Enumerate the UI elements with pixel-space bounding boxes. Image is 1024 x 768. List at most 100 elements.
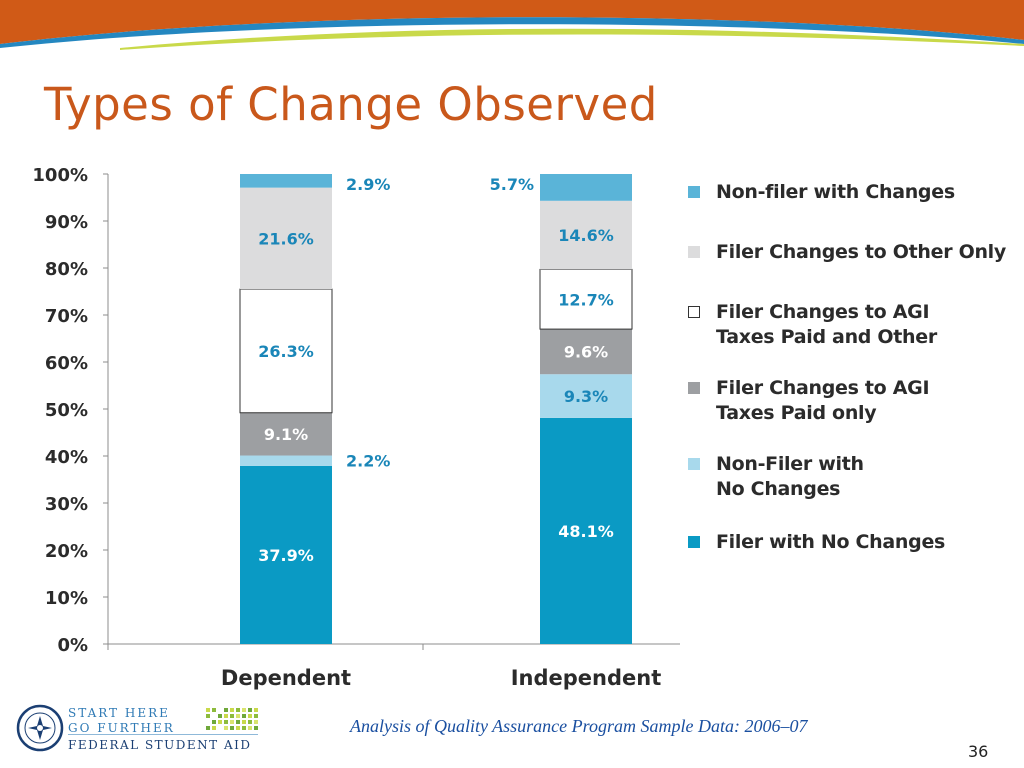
logo-dot: [254, 720, 258, 724]
bar-segment: [540, 174, 632, 201]
y-tick-label: 50%: [45, 400, 88, 421]
logo-dot: [236, 726, 240, 730]
logo-dot: [242, 720, 246, 724]
logo-dot: [230, 726, 234, 730]
x-category-label: Dependent: [221, 666, 351, 690]
logo-dot: [254, 714, 258, 718]
legend-swatch: [688, 186, 700, 198]
logo-dot: [212, 708, 216, 712]
bar-data-label: 2.2%: [346, 452, 390, 471]
logo-dot: [218, 714, 222, 718]
header-band: [0, 0, 1024, 50]
legend-label: Filer with No Changes: [716, 531, 946, 553]
logo-dot: [248, 726, 252, 730]
bar-segment: [539, 268, 633, 330]
legend-item: Non-Filer with No Changes: [688, 452, 864, 502]
logo-dot: [248, 720, 252, 724]
logo-dot: [254, 726, 258, 730]
y-tick-label: 20%: [45, 541, 88, 562]
logo-dot: [206, 708, 210, 712]
legend-item: Filer with No Changes: [688, 530, 945, 555]
bar-data-label: 48.1%: [558, 522, 614, 541]
legend-item: Non-filer with Changes: [688, 180, 955, 205]
logo-dot: [212, 726, 216, 730]
y-axis: 0% 10% 20% 30% 40% 50% 60% 70% 80% 90% 100%: [32, 165, 109, 656]
legend-label: Filer Changes to AGI Taxes Paid only: [716, 377, 930, 424]
logo-dot: [218, 720, 222, 724]
bar-data-label: 14.6%: [558, 226, 614, 245]
logo-dot: [236, 720, 240, 724]
bar-data-label: 9.3%: [564, 387, 608, 406]
legend-swatch: [688, 382, 700, 394]
logo-wordmark: FEDERAL STUDENT AID: [68, 738, 252, 752]
department-seal-icon: [16, 704, 64, 752]
bar-segment: [540, 417, 632, 644]
logo-tagline-go-further: GO FURTHER: [68, 721, 175, 735]
legend-item: Filer Changes to Other Only: [688, 240, 1006, 265]
x-category-label: Independent: [511, 666, 662, 690]
slide-title: Types of Change Observed: [44, 78, 658, 131]
logo-dot: [230, 720, 234, 724]
legend-label: Filer Changes to Other Only: [716, 241, 1006, 263]
bar-segment: [540, 200, 632, 270]
bar-data-label: 26.3%: [258, 342, 314, 361]
logo-dot: [242, 714, 246, 718]
bar-data-label: 5.7%: [490, 175, 534, 194]
y-tick-label: 80%: [45, 259, 88, 280]
bar-stacks: 37.9% 2.2% 9.1% 26.3% 21.6% 2.9% 48.1% 9.3% 9.6%…: [239, 174, 633, 644]
logo-dot: [236, 708, 240, 712]
logo-dot: [254, 708, 258, 712]
legend-item: Filer Changes to AGI Taxes Paid and Othe…: [688, 300, 937, 350]
logo-dot: [236, 714, 240, 718]
y-tick-label: 70%: [45, 306, 88, 327]
bar-segment: [240, 187, 332, 290]
bar-segment: [240, 455, 332, 466]
y-tick-label: 100%: [32, 165, 88, 186]
bar-segment: [240, 465, 332, 644]
y-tick-label: 40%: [45, 447, 88, 468]
logo-dot: [206, 726, 210, 730]
legend-swatch: [688, 458, 700, 470]
bar-segment: [540, 374, 632, 418]
stacked-bar-chart: 0% 10% 20% 30% 40% 50% 60% 70% 80% 90% 100% Depend…: [32, 165, 680, 690]
logo-dot: [248, 714, 252, 718]
logo-dot: [224, 726, 228, 730]
logo-dot: [224, 708, 228, 712]
y-tick-label: 90%: [45, 212, 88, 233]
source-note: Analysis of Quality Assurance Program Sa…: [350, 716, 808, 736]
logo-dot: [242, 726, 246, 730]
logo-dot: [224, 714, 228, 718]
slide-number: 36: [968, 742, 989, 761]
y-tick-label: 0%: [57, 635, 88, 656]
logo-tagline-start-here: START HERE: [68, 706, 170, 720]
bar-segment: [540, 329, 632, 375]
x-axis: Dependent Independent: [107, 643, 680, 690]
logo-dot-pattern: [206, 708, 258, 730]
logo-dot: [230, 714, 234, 718]
y-tick-label: 30%: [45, 494, 88, 515]
federal-student-aid-logo: START HERE GO FURTHER FEDERAL STUDENT AI…: [16, 704, 266, 756]
legend-label: Non-Filer with No Changes: [716, 453, 864, 500]
legend-swatch: [688, 246, 700, 258]
bar-segment: [239, 288, 333, 414]
bar-data-label: 2.9%: [346, 175, 390, 194]
logo-dot: [212, 720, 216, 724]
logo-dot: [242, 708, 246, 712]
bar-data-label: 9.6%: [564, 343, 608, 362]
y-tick-label: 60%: [45, 353, 88, 374]
logo-dot: [206, 714, 210, 718]
legend-label: Non-filer with Changes: [716, 181, 955, 203]
legend-swatch: [688, 306, 700, 318]
bar-segment: [240, 412, 332, 456]
bar-data-label: 37.9%: [258, 546, 314, 565]
legend-item: Filer Changes to AGI Taxes Paid only: [688, 376, 930, 426]
bar-data-label: 21.6%: [258, 229, 314, 248]
bar-segment: [240, 174, 332, 188]
logo-dot: [230, 708, 234, 712]
logo-dot: [248, 708, 252, 712]
y-tick-label: 10%: [45, 588, 88, 609]
legend-swatch: [688, 536, 700, 548]
legend-label: Filer Changes to AGI Taxes Paid and Othe…: [716, 301, 937, 348]
logo-dot: [224, 720, 228, 724]
bar-data-label: 12.7%: [558, 290, 614, 309]
